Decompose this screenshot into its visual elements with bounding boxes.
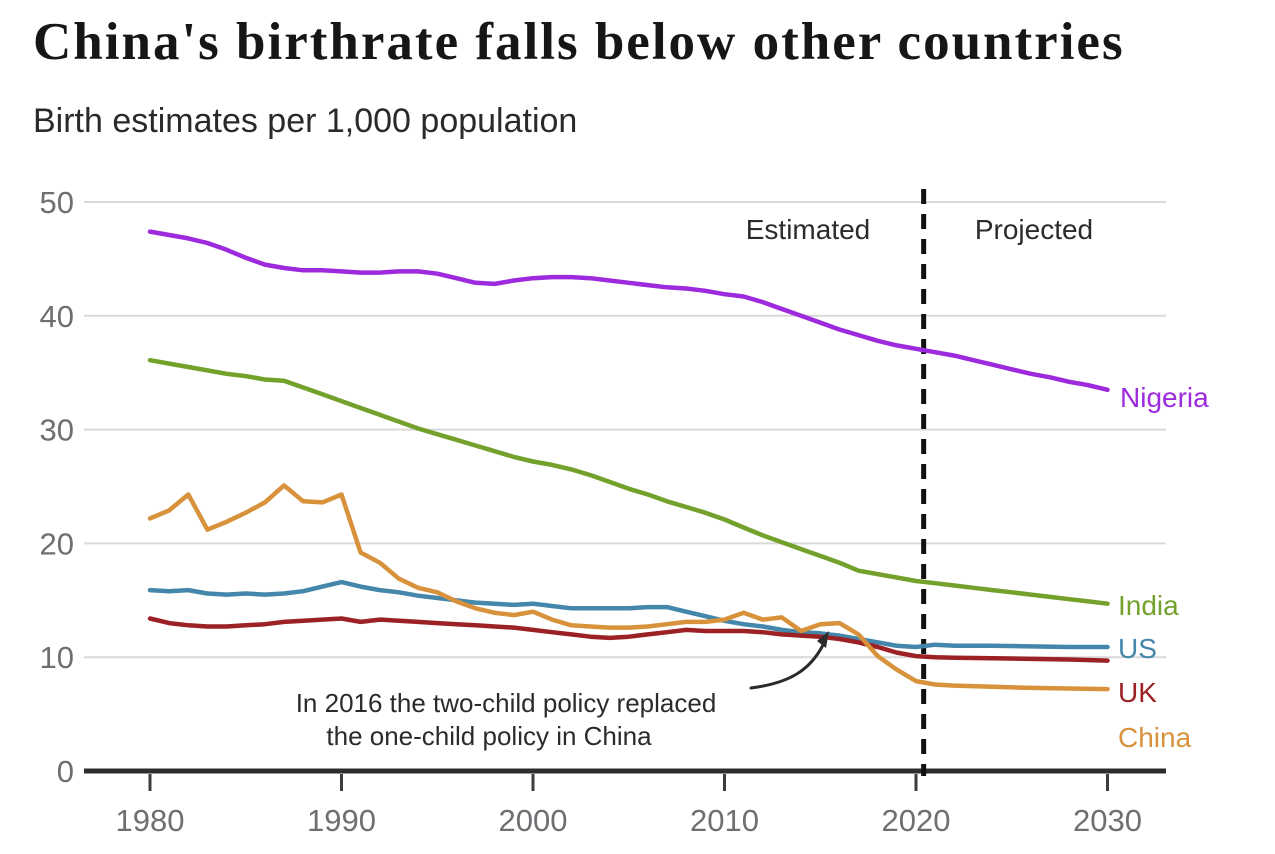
estimated-region-label: Estimated <box>746 214 871 245</box>
x-tick-label-1980: 1980 <box>116 803 185 838</box>
series-line-uk <box>147 616 1110 663</box>
x-tick-label-2020: 2020 <box>882 803 951 838</box>
series-label-india: India <box>1118 590 1179 621</box>
gridlines <box>84 201 1166 659</box>
y-tick-label-30: 30 <box>40 413 74 448</box>
series-label-us: US <box>1118 633 1157 664</box>
annotation-line2: the one-child policy in China <box>326 721 652 751</box>
annotation-line1: In 2016 the two-child policy replaced <box>296 688 717 718</box>
y-tick-label-20: 20 <box>40 526 74 561</box>
series-label-china: China <box>1118 722 1192 753</box>
chart-title: China's birthrate falls below other coun… <box>33 13 1125 71</box>
x-tick-label-2000: 2000 <box>499 803 568 838</box>
x-tick-label-2030: 2030 <box>1073 803 1142 838</box>
y-tick-label-50: 50 <box>40 185 74 220</box>
projected-region-label: Projected <box>975 214 1093 245</box>
series-line-india <box>147 357 1110 606</box>
y-tick-label-0: 0 <box>57 754 74 789</box>
series-lines <box>147 229 1110 692</box>
x-tick-label-1990: 1990 <box>307 803 376 838</box>
series-line-china <box>147 483 1110 692</box>
series-line-nigeria <box>147 229 1110 393</box>
y-tick-label-10: 10 <box>40 640 74 675</box>
series-line-us <box>147 579 1110 650</box>
annotation-arrow <box>749 631 829 690</box>
x-tick-label-2010: 2010 <box>690 803 759 838</box>
series-label-uk: UK <box>1118 677 1157 708</box>
series-label-nigeria: Nigeria <box>1120 382 1209 413</box>
y-tick-label-40: 40 <box>40 299 74 334</box>
chart-subtitle: Birth estimates per 1,000 population <box>33 102 578 140</box>
x-axis <box>84 768 1166 791</box>
